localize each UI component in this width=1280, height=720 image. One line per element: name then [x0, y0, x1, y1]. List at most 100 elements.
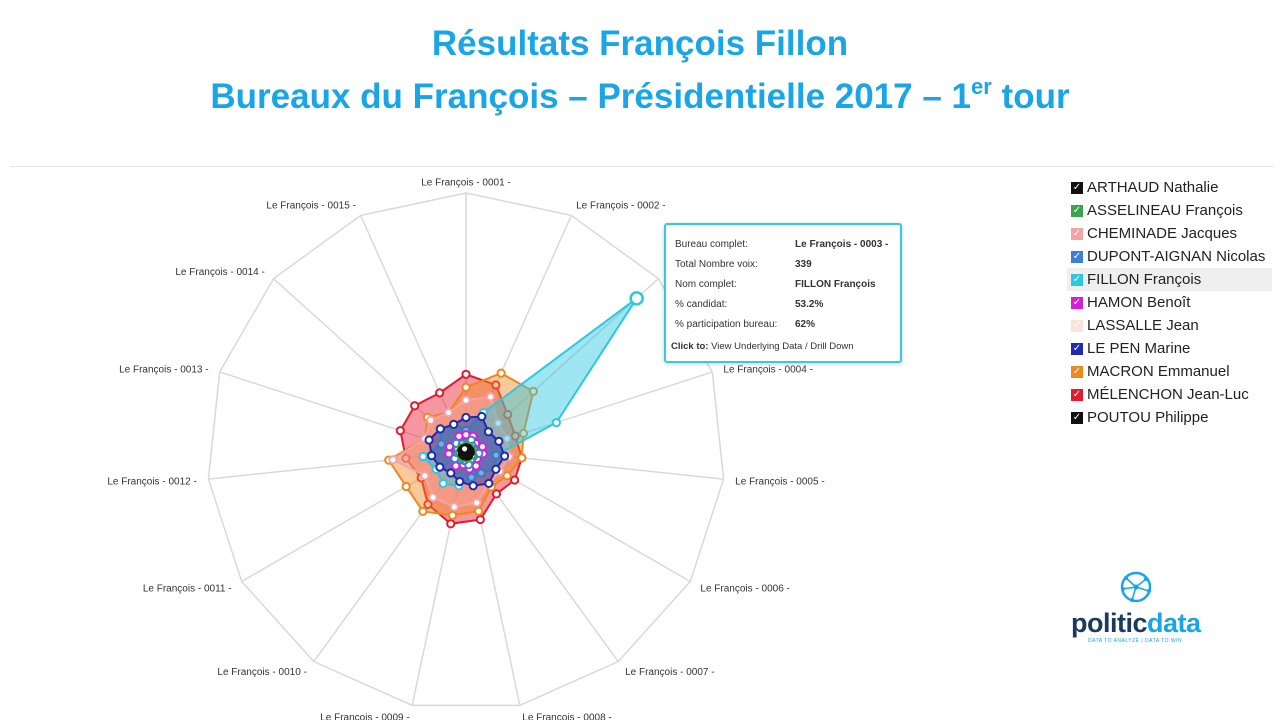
- series-point[interactable]: [493, 418, 503, 428]
- legend-item[interactable]: ✓ MACRON Emmanuel: [1067, 360, 1272, 383]
- legend-label: FILLON François: [1087, 271, 1202, 288]
- legend-item[interactable]: ✓ LASSALLE Jean: [1067, 314, 1272, 337]
- series-point[interactable]: [428, 492, 438, 502]
- series-group[interactable]: [457, 443, 475, 461]
- series-point[interactable]: [420, 471, 430, 481]
- legend-item[interactable]: ✓ FILLON François: [1067, 268, 1272, 291]
- series-point[interactable]: [426, 415, 436, 425]
- series-point[interactable]: [510, 431, 520, 441]
- legend-item[interactable]: ✓ CHEMINADE Jacques: [1067, 222, 1272, 245]
- series-point[interactable]: [449, 502, 459, 512]
- series-point[interactable]: [446, 519, 456, 529]
- series-point[interactable]: [518, 428, 529, 438]
- legend-label: ASSELINEAU François: [1087, 202, 1243, 219]
- series-point[interactable]: [502, 471, 512, 481]
- series-point[interactable]: [388, 455, 398, 465]
- legend-item[interactable]: ✓ ARTHAUD Nathalie: [1067, 176, 1272, 199]
- series-point[interactable]: [502, 434, 512, 444]
- series-point[interactable]: [475, 514, 485, 525]
- series-point[interactable]: [473, 506, 484, 516]
- series-point[interactable]: [485, 392, 496, 402]
- series-point[interactable]: [423, 499, 433, 509]
- series-point[interactable]: [551, 418, 561, 428]
- legend-label: ARTHAUD Nathalie: [1087, 179, 1219, 196]
- series-point[interactable]: [484, 478, 494, 489]
- radar-series[interactable]: [384, 291, 644, 529]
- series-point[interactable]: [427, 451, 437, 461]
- tooltip-value: 339: [795, 259, 812, 270]
- series-point[interactable]: [451, 461, 461, 471]
- drill-down-link[interactable]: Click to: View Underlying Data / Drill D…: [671, 341, 854, 352]
- series-point[interactable]: [491, 489, 502, 499]
- series-point[interactable]: [418, 451, 428, 462]
- series-point[interactable]: [459, 444, 470, 454]
- series-point[interactable]: [509, 475, 520, 485]
- series-point[interactable]: [435, 388, 445, 398]
- series-point[interactable]: [443, 407, 454, 418]
- series-point[interactable]: [449, 419, 459, 429]
- legend-item[interactable]: ✓ ASSELINEAU François: [1067, 199, 1272, 222]
- series-point[interactable]: [436, 439, 446, 449]
- series-point[interactable]: [447, 510, 458, 520]
- legend-label: HAMON Benoît: [1087, 294, 1191, 311]
- series-point[interactable]: [500, 451, 510, 461]
- series-point[interactable]: [477, 411, 487, 422]
- legend-checkbox-icon[interactable]: ✓: [1071, 411, 1083, 424]
- series-point[interactable]: [435, 424, 445, 434]
- legend-checkbox-icon[interactable]: ✓: [1071, 250, 1083, 263]
- legend-checkbox-icon[interactable]: ✓: [1071, 342, 1083, 355]
- series-point[interactable]: [468, 481, 478, 491]
- series-point[interactable]: [466, 472, 476, 482]
- header-divider: [10, 166, 1274, 167]
- series-point[interactable]: [438, 478, 448, 489]
- series-point[interactable]: [496, 368, 506, 378]
- legend-item[interactable]: ✓ POUTOU Philippe: [1067, 406, 1272, 429]
- legend-item[interactable]: ✓ DUPONT-AIGNAN Nicolas: [1067, 245, 1272, 268]
- legend-checkbox-icon[interactable]: ✓: [1071, 365, 1083, 378]
- chart-legend[interactable]: ✓ ARTHAUD Nathalie ✓ ASSELINEAU François ✓ CH…: [1067, 176, 1272, 429]
- radar-spoke: [411, 451, 467, 706]
- legend-item[interactable]: ✓ MÉLENCHON Jean-Luc: [1067, 383, 1272, 406]
- series-point[interactable]: [517, 453, 527, 463]
- axis-label: Le François - 0013 -: [119, 364, 209, 375]
- radar-chart[interactable]: Le François - 0001 - Le François - 0002 -…: [0, 167, 1060, 720]
- legend-checkbox-icon[interactable]: ✓: [1071, 204, 1083, 217]
- series-point[interactable]: [435, 462, 445, 472]
- series-point[interactable]: [461, 395, 471, 405]
- drill-down-text[interactable]: View Underlying Data / Drill Down: [708, 341, 854, 352]
- data-tooltip: Bureau complet: Le François - 0003 - Tot…: [664, 223, 902, 363]
- series-point[interactable]: [494, 436, 504, 446]
- legend-checkbox-icon[interactable]: ✓: [1071, 227, 1083, 240]
- series-point[interactable]: [395, 426, 405, 436]
- series-point[interactable]: [528, 386, 538, 396]
- series-point[interactable]: [401, 453, 411, 463]
- series-point[interactable]: [461, 382, 471, 392]
- series-point[interactable]: [491, 464, 501, 474]
- series-point[interactable]: [444, 442, 455, 452]
- series-point[interactable]: [455, 476, 465, 487]
- legend-checkbox-icon[interactable]: ✓: [1071, 296, 1083, 309]
- series-point[interactable]: [491, 450, 501, 460]
- highlighted-point[interactable]: [629, 291, 644, 306]
- series-point[interactable]: [410, 401, 420, 411]
- series-point[interactable]: [424, 435, 434, 445]
- series-point[interactable]: [446, 468, 456, 478]
- series-point[interactable]: [418, 506, 428, 516]
- legend-label: POUTOU Philippe: [1087, 409, 1209, 426]
- series-point[interactable]: [461, 369, 471, 379]
- series-point[interactable]: [472, 498, 482, 508]
- series-point[interactable]: [503, 409, 513, 420]
- legend-checkbox-icon[interactable]: ✓: [1071, 388, 1083, 401]
- series-point[interactable]: [491, 380, 501, 390]
- legend-item[interactable]: ✓ HAMON Benoît: [1067, 291, 1272, 314]
- legend-checkbox-icon[interactable]: ✓: [1071, 319, 1083, 332]
- axis-label: Le François - 0004 -: [723, 364, 813, 375]
- series-point[interactable]: [476, 468, 486, 478]
- series-point[interactable]: [401, 481, 411, 492]
- legend-checkbox-icon[interactable]: ✓: [1071, 181, 1083, 194]
- series-point[interactable]: [483, 427, 494, 437]
- legend-item[interactable]: ✓ LE PEN Marine: [1067, 337, 1272, 360]
- legend-checkbox-icon[interactable]: ✓: [1071, 273, 1083, 286]
- series-point[interactable]: [461, 412, 471, 423]
- axis-label: Le François - 0009 -: [320, 713, 410, 720]
